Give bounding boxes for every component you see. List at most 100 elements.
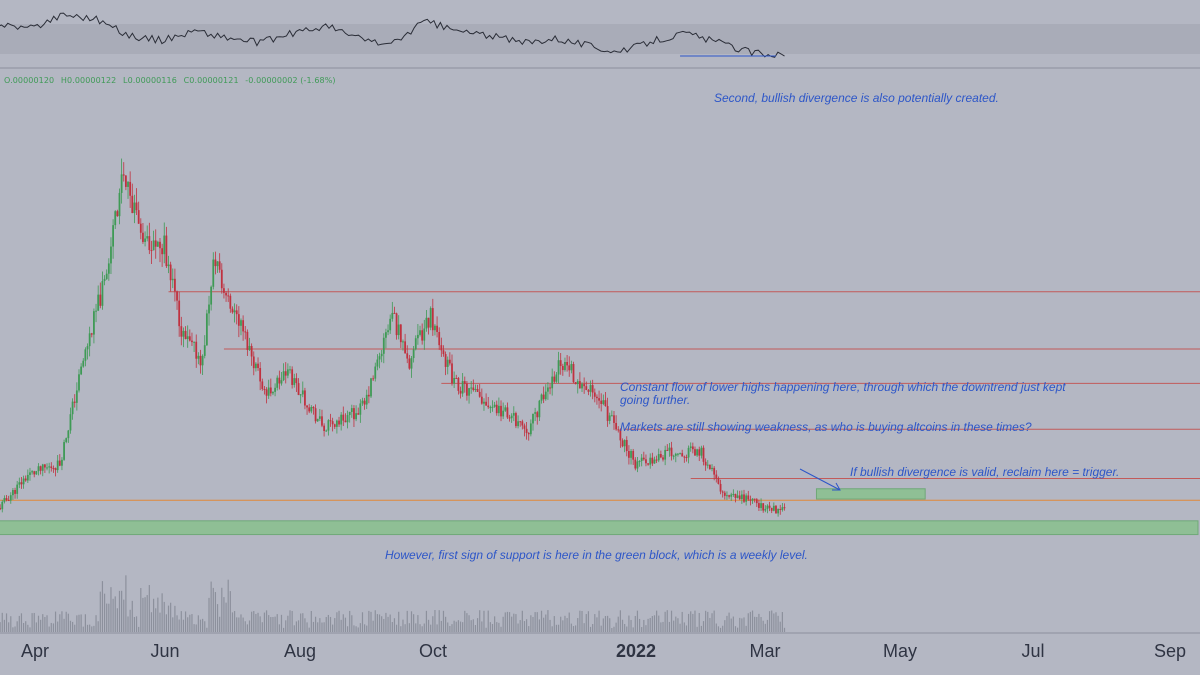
volume-bar bbox=[560, 616, 562, 632]
volume-bar bbox=[112, 598, 114, 632]
candle-body bbox=[257, 363, 259, 369]
candle-body bbox=[593, 392, 596, 397]
candle-body bbox=[723, 492, 726, 496]
candle-body bbox=[564, 362, 566, 371]
candle-body bbox=[193, 341, 195, 343]
candle-body bbox=[22, 478, 25, 485]
candle-body bbox=[519, 421, 522, 423]
candle-body bbox=[755, 499, 758, 504]
volume-bar bbox=[261, 622, 263, 632]
candle-body bbox=[619, 429, 622, 441]
candle-body bbox=[668, 447, 671, 451]
volume-bar bbox=[621, 619, 624, 632]
candle-body bbox=[159, 241, 161, 249]
trigger-arrow bbox=[799, 468, 841, 491]
candle-body bbox=[610, 415, 613, 417]
candle-body bbox=[713, 467, 716, 475]
candle-body bbox=[655, 459, 658, 461]
volume-bar bbox=[600, 625, 602, 632]
volume-bar bbox=[44, 617, 46, 632]
volume-bar bbox=[327, 614, 329, 632]
candle-body bbox=[237, 314, 240, 326]
candle-body bbox=[419, 330, 421, 335]
volume-bar bbox=[662, 621, 664, 632]
volume-bar bbox=[747, 613, 749, 632]
volume-bar bbox=[368, 610, 370, 632]
candle-body bbox=[674, 453, 677, 456]
volume-bar bbox=[685, 625, 688, 632]
candle-body bbox=[146, 236, 149, 239]
volume-bar bbox=[295, 621, 298, 632]
volume-bar bbox=[225, 602, 227, 632]
volume-bar bbox=[483, 610, 485, 632]
candle-body bbox=[39, 466, 42, 471]
candle-body bbox=[182, 330, 185, 337]
volume-bar bbox=[103, 593, 106, 632]
volume-bar bbox=[393, 618, 396, 632]
candle-body bbox=[163, 235, 166, 255]
candle-body bbox=[463, 381, 466, 384]
candle-body bbox=[88, 333, 91, 347]
candle-body bbox=[399, 324, 402, 343]
candle-body bbox=[95, 310, 97, 312]
x-tick-sep: Sep bbox=[1153, 641, 1187, 661]
volume-bar bbox=[159, 612, 161, 632]
volume-bar bbox=[116, 608, 118, 632]
candle-body bbox=[188, 336, 191, 341]
volume-bar bbox=[381, 616, 383, 632]
volume-bar bbox=[543, 617, 545, 632]
candle-body bbox=[455, 377, 458, 379]
candle-body bbox=[385, 332, 387, 338]
volume-bar bbox=[566, 618, 568, 632]
volume-bar bbox=[161, 593, 163, 632]
volume-bar bbox=[455, 621, 457, 632]
candle-body bbox=[169, 264, 172, 281]
volume-bar bbox=[436, 624, 438, 632]
candle-body bbox=[304, 390, 306, 406]
candle-body bbox=[293, 378, 296, 385]
candle-body bbox=[653, 459, 656, 464]
volume-bar bbox=[165, 614, 167, 632]
candle-body bbox=[523, 425, 526, 429]
candle-body bbox=[421, 330, 424, 341]
candle-body bbox=[427, 317, 430, 328]
volume-bar bbox=[101, 581, 104, 632]
candle-body bbox=[9, 495, 12, 501]
volume-bar bbox=[138, 626, 140, 632]
volume-bar bbox=[289, 610, 291, 632]
volume-bar bbox=[707, 611, 709, 632]
candle-body bbox=[280, 380, 283, 384]
volume-bar bbox=[555, 624, 558, 632]
candle-body bbox=[640, 457, 643, 462]
candle-body bbox=[107, 263, 110, 274]
volume-bar bbox=[283, 627, 285, 632]
volume-bar bbox=[123, 599, 125, 632]
volume-bar bbox=[719, 627, 722, 632]
candle-body bbox=[20, 482, 23, 485]
volume-bar bbox=[604, 616, 607, 632]
candle-body bbox=[781, 507, 784, 510]
volume-bar bbox=[342, 614, 344, 632]
candle-body bbox=[736, 495, 739, 498]
volume-bar bbox=[442, 610, 445, 632]
candle-body bbox=[378, 356, 381, 360]
volume-bar bbox=[35, 622, 37, 632]
annotation-lower-highs: Constant flow of lower highs happening h… bbox=[620, 380, 1066, 407]
candle-body bbox=[544, 391, 547, 400]
x-tick-apr: Apr bbox=[20, 641, 50, 661]
volume-bar bbox=[583, 623, 585, 632]
candle-body bbox=[547, 387, 549, 392]
candle-body bbox=[638, 461, 641, 463]
candle-body bbox=[583, 384, 586, 387]
volume-bar bbox=[20, 613, 23, 632]
candle-body bbox=[570, 364, 573, 371]
volume-bar bbox=[579, 610, 581, 632]
candle-body bbox=[218, 261, 221, 270]
volume-bar bbox=[705, 610, 707, 632]
volume-bar bbox=[649, 617, 651, 632]
candle-body bbox=[118, 192, 121, 217]
volume-bar bbox=[592, 624, 594, 632]
candle-body bbox=[144, 238, 146, 242]
candle-body bbox=[310, 407, 313, 412]
